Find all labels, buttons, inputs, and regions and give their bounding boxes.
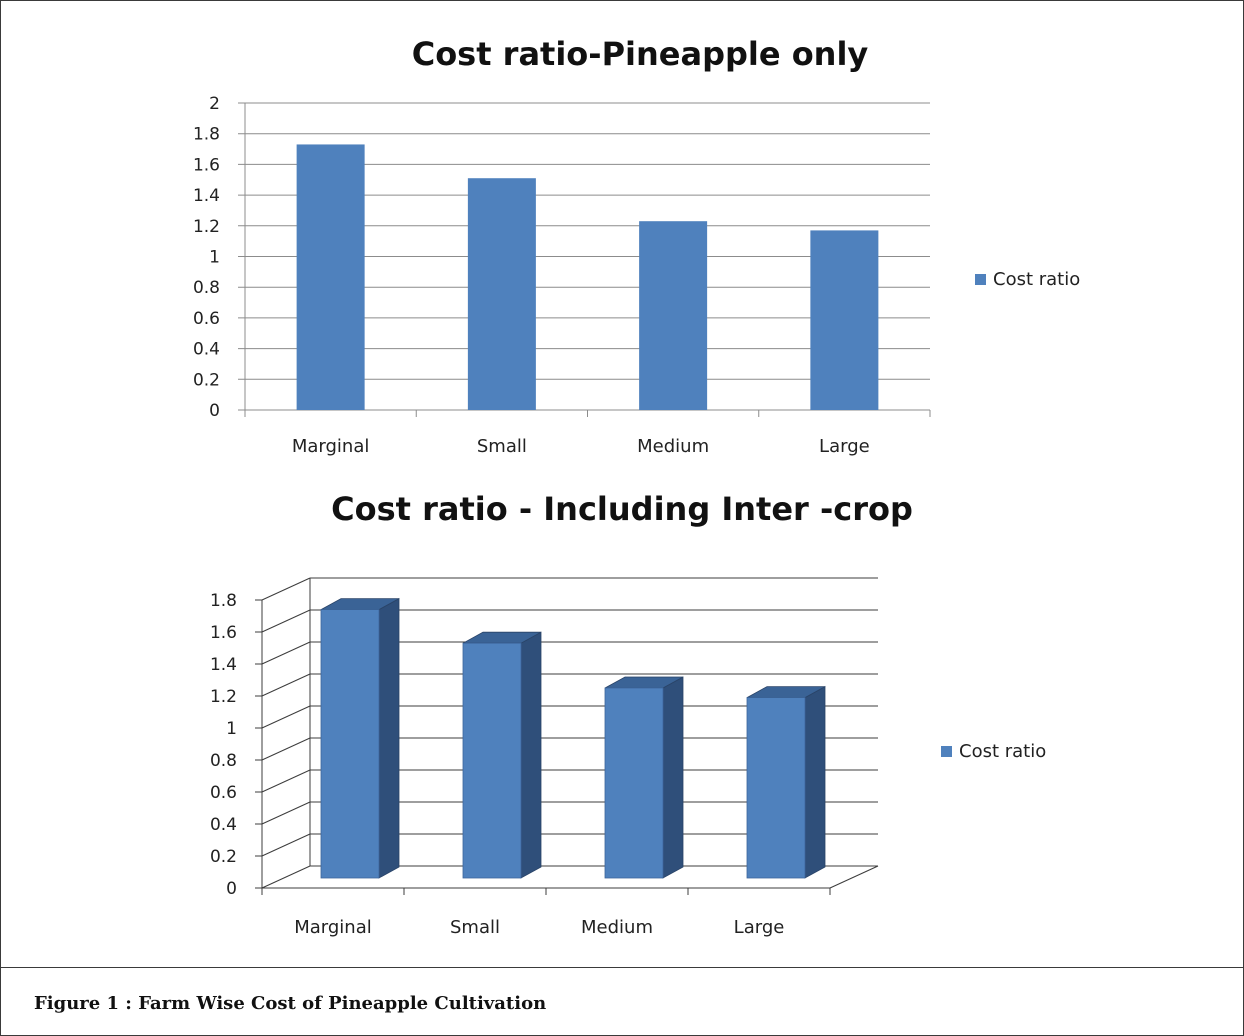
- bar-side: [520, 631, 542, 879]
- y-tick-label: 1: [226, 719, 237, 739]
- y-tick-label: 0.6: [193, 309, 220, 329]
- bar-medium: [639, 221, 708, 410]
- chart-title: Cost ratio - Including Inter -crop: [331, 490, 913, 528]
- bar-front: [604, 687, 664, 879]
- bar-front: [746, 697, 806, 879]
- y-tick-label: 1.6: [210, 623, 237, 643]
- y-tick-label: 1.4: [210, 655, 237, 675]
- figure-caption: Figure 1 : Farm Wise Cost of Pineapple C…: [34, 993, 547, 1014]
- legend-swatch: [941, 746, 952, 757]
- category-label: Large: [734, 917, 785, 938]
- bar-large: [810, 230, 879, 410]
- y-tick-label: 0: [226, 879, 237, 899]
- side-gridline: [261, 737, 311, 761]
- category-label: Marginal: [292, 436, 370, 457]
- chart-including-intercrop: Cost ratio - Including Inter -crop 00.20…: [210, 490, 1046, 938]
- legend: Cost ratio: [975, 269, 1080, 290]
- y-tick-labels: 0 0.2 0.4 0.6 0.8 1 1.2 1.4 1.6 1.8: [210, 591, 237, 899]
- category-label: Large: [819, 436, 870, 457]
- bar-small: [467, 178, 536, 410]
- y-tick-label: 0.4: [193, 340, 220, 360]
- chart-title: Cost ratio-Pineapple only: [412, 35, 869, 73]
- category-labels: Marginal Small Medium Large: [294, 917, 784, 938]
- bar-side: [662, 676, 684, 879]
- bar-side: [378, 597, 400, 879]
- side-gridline: [261, 769, 311, 793]
- bar-small: [462, 631, 542, 879]
- floor-edge: [829, 865, 879, 889]
- legend-label: Cost ratio: [993, 269, 1080, 290]
- y-tick-label: 1.6: [193, 155, 220, 175]
- bar-medium: [604, 676, 684, 879]
- y-tick-label: 1.4: [193, 186, 220, 206]
- y-tick-label: 0: [209, 401, 220, 421]
- side-gridline: [261, 641, 311, 665]
- bar-large: [746, 685, 826, 879]
- axes: [244, 103, 931, 417]
- category-label: Marginal: [294, 917, 372, 938]
- side-gridline: [261, 865, 311, 889]
- category-label: Small: [477, 436, 527, 457]
- legend: Cost ratio: [941, 741, 1046, 762]
- bars: [296, 144, 879, 410]
- y-tick-label: 1.8: [193, 125, 220, 145]
- chart-pineapple-only: Cost ratio-Pineapple only 0 0.2 0.4 0.6 0.8 1…: [193, 35, 1080, 457]
- y-tick-label: 0.6: [210, 783, 237, 803]
- y-tick-label: 1.2: [210, 687, 237, 707]
- category-label: Medium: [637, 436, 709, 457]
- side-gridline: [261, 577, 311, 601]
- y-tick-label: 0.8: [193, 278, 220, 298]
- y-tick-label: 1.8: [210, 591, 237, 611]
- side-gridline: [261, 609, 311, 633]
- bar-front: [320, 609, 380, 879]
- side-gridline: [261, 833, 311, 857]
- y-tick-label: 0.2: [210, 847, 237, 867]
- y-tick-label: 1.2: [193, 217, 220, 237]
- bar-marginal: [320, 597, 400, 879]
- side-gridline: [261, 673, 311, 697]
- bar-side: [804, 685, 826, 879]
- bar-marginal: [296, 144, 365, 410]
- caption-divider: [0, 967, 1244, 968]
- category-label: Medium: [581, 917, 653, 938]
- y-tick-label: 0.8: [210, 751, 237, 771]
- y-tick-label: 1: [209, 248, 220, 268]
- side-gridline: [261, 801, 311, 825]
- category-labels: Marginal Small Medium Large: [292, 436, 870, 457]
- bar-front: [462, 642, 522, 879]
- y-tick-label: 2: [209, 94, 220, 114]
- legend-label: Cost ratio: [959, 741, 1046, 762]
- y-tick-label: 0.4: [210, 815, 237, 835]
- category-label: Small: [450, 917, 500, 938]
- y-tick-labels: 0 0.2 0.4 0.6 0.8 1 1.2 1.4 1.6 1.8 2: [193, 94, 220, 421]
- y-tick-label: 0.2: [193, 370, 220, 390]
- bars: [320, 597, 826, 879]
- legend-swatch: [975, 274, 986, 285]
- side-gridline: [261, 705, 311, 729]
